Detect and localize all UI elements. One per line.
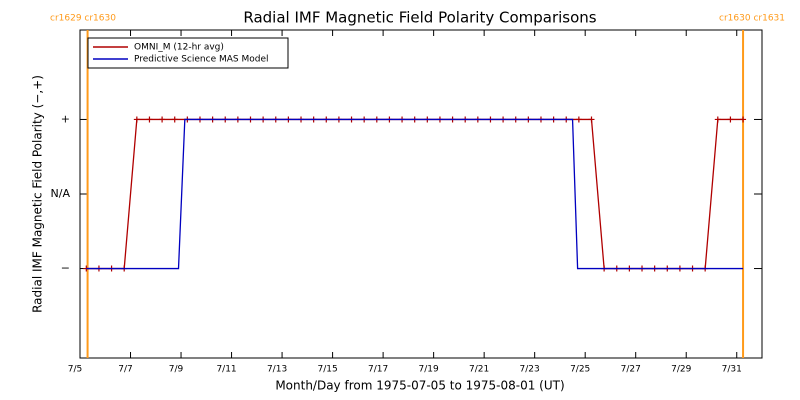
y-tick-label: N/A bbox=[51, 187, 71, 200]
chart-title: Radial IMF Magnetic Field Polarity Compa… bbox=[243, 9, 596, 27]
x-tick-label: 7/5 bbox=[68, 365, 82, 375]
carrington-label: cr1629 cr1630 bbox=[50, 14, 116, 24]
x-tick-label: 7/9 bbox=[169, 365, 184, 375]
legend-label: Predictive Science MAS Model bbox=[134, 55, 269, 65]
legend-label: OMNI_M (12-hr avg) bbox=[134, 43, 224, 53]
plus-marker bbox=[588, 116, 595, 123]
plus-marker bbox=[171, 116, 178, 123]
plus-marker bbox=[575, 116, 582, 123]
x-tick-label: 7/23 bbox=[520, 365, 540, 375]
x-tick-label: 7/17 bbox=[368, 365, 388, 375]
plus-marker bbox=[159, 116, 166, 123]
x-tick-label: 7/27 bbox=[621, 365, 641, 375]
plus-marker bbox=[727, 116, 734, 123]
x-tick-label: 7/29 bbox=[671, 365, 691, 375]
x-tick-label: 7/31 bbox=[722, 365, 742, 375]
plus-marker bbox=[714, 116, 721, 123]
x-tick-label: 7/11 bbox=[216, 365, 236, 375]
x-tick-label: 7/15 bbox=[317, 365, 337, 375]
x-tick-label: 7/25 bbox=[570, 365, 590, 375]
y-tick-label: − bbox=[61, 262, 70, 275]
plus-marker bbox=[740, 116, 747, 123]
plus-marker bbox=[146, 116, 153, 123]
x-tick-label: 7/19 bbox=[419, 365, 439, 375]
plus-marker bbox=[133, 116, 140, 123]
y-axis-label: Radial IMF Magnetic Field Polarity (−,+) bbox=[31, 75, 45, 313]
series-line bbox=[86, 118, 744, 270]
carrington-label: cr1630 cr1631 bbox=[719, 14, 785, 24]
legend-box bbox=[87, 37, 289, 69]
x-axis-label: Month/Day from 1975-07-05 to 1975-08-01 … bbox=[275, 379, 564, 393]
x-tick-label: 7/13 bbox=[267, 365, 287, 375]
x-tick-label: 7/21 bbox=[469, 365, 489, 375]
y-tick-label: + bbox=[61, 112, 70, 125]
x-tick-label: 7/7 bbox=[118, 365, 132, 375]
